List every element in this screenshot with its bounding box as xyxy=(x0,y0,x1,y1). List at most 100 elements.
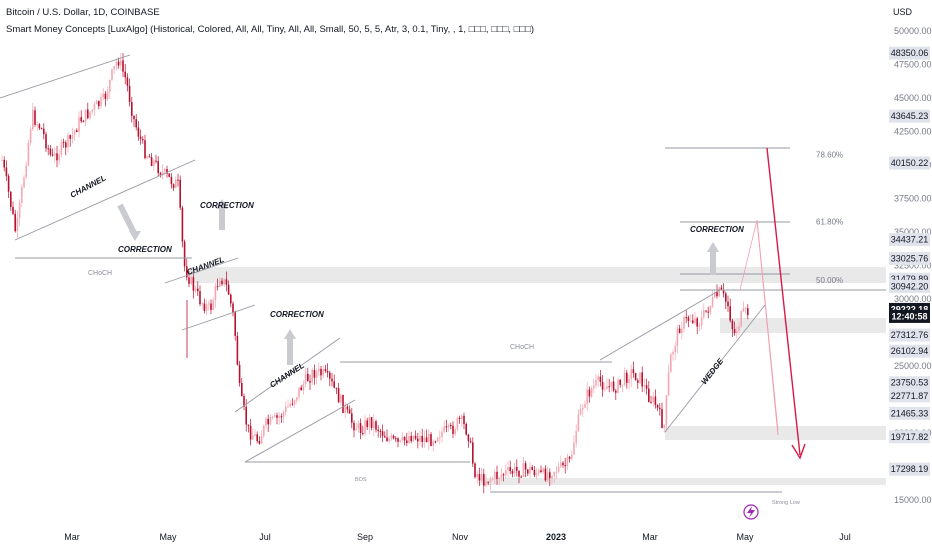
candle-195 xyxy=(430,434,432,446)
correction-arrow-head-2 xyxy=(284,329,296,339)
candle-242 xyxy=(533,469,536,476)
candle-153 xyxy=(337,388,340,403)
candle-178 xyxy=(392,435,395,439)
price-tag-8 xyxy=(889,309,930,323)
candle-83 xyxy=(183,241,186,267)
candle-119 xyxy=(263,425,265,436)
price-tick-9: 25000.00 xyxy=(894,361,932,371)
candle-57 xyxy=(126,77,129,86)
candle-19 xyxy=(43,128,45,135)
candle-279 xyxy=(615,390,617,393)
price-tag-label-5: 31479.89 xyxy=(891,274,929,284)
candle-308 xyxy=(678,328,681,334)
indicator-legend[interactable]: Smart Money Concepts [LuxAlgo] (Historic… xyxy=(6,24,535,35)
candle-18 xyxy=(40,128,43,130)
candle-68 xyxy=(150,157,153,166)
candle-139 xyxy=(307,373,309,382)
candle-171 xyxy=(377,429,379,432)
candle-47 xyxy=(104,93,107,99)
candle-305 xyxy=(672,352,674,355)
candle-331 xyxy=(729,306,731,321)
candle-329 xyxy=(725,293,727,302)
price-tag-2 xyxy=(889,156,930,170)
candle-255 xyxy=(562,462,564,466)
candle-240 xyxy=(529,467,531,474)
candle-55 xyxy=(122,60,124,72)
time-tick-5: 2023 xyxy=(546,532,566,542)
candle-124 xyxy=(274,415,276,417)
candle-198 xyxy=(436,438,439,442)
price-tag-label-11: 23750.53 xyxy=(891,378,929,388)
candle-86 xyxy=(190,277,192,284)
candle-250 xyxy=(551,475,553,479)
price-tick-0: 50000.00 xyxy=(894,26,932,36)
candle-197 xyxy=(434,441,437,443)
candle-29 xyxy=(65,142,67,148)
candle-94 xyxy=(208,303,210,305)
chart-title: Bitcoin / U.S. Dollar, 1D, COINBASE xyxy=(6,7,160,18)
candle-182 xyxy=(401,436,404,441)
candle-60 xyxy=(133,115,135,120)
candle-261 xyxy=(575,431,577,443)
candle-221 xyxy=(487,481,489,483)
candle-280 xyxy=(617,379,619,393)
candle-300 xyxy=(661,409,663,428)
candle-327 xyxy=(720,287,723,290)
candle-225 xyxy=(496,471,498,479)
candle-335 xyxy=(738,326,740,331)
candle-270 xyxy=(595,379,597,386)
candle-74 xyxy=(164,168,166,172)
candle-262 xyxy=(577,414,580,432)
candle-70 xyxy=(155,160,157,162)
candle-247 xyxy=(544,468,547,481)
candle-321 xyxy=(707,311,709,313)
candle-45 xyxy=(100,97,102,107)
price-tick-8: 30000.00 xyxy=(894,294,932,304)
candle-132 xyxy=(291,403,294,405)
candle-193 xyxy=(425,437,428,443)
candle-167 xyxy=(368,417,371,427)
candle-31 xyxy=(69,135,71,139)
fib-label-2: 50.00% xyxy=(816,276,843,285)
candle-92 xyxy=(203,303,206,311)
candle-187 xyxy=(412,435,415,442)
candle-282 xyxy=(621,384,624,386)
candle-23 xyxy=(51,154,54,156)
time-tick-2: Jul xyxy=(259,532,271,542)
candle-128 xyxy=(282,411,285,418)
candle-175 xyxy=(386,437,388,442)
candle-38 xyxy=(84,109,87,122)
candle-328 xyxy=(722,289,725,294)
candle-188 xyxy=(414,435,417,439)
candle-190 xyxy=(419,435,421,442)
price-tick-7: 32500.00 xyxy=(894,261,932,271)
candle-61 xyxy=(135,119,137,128)
candle-46 xyxy=(102,93,104,98)
price-tag-label-7: 29222.18 xyxy=(891,304,929,314)
candle-241 xyxy=(531,467,533,470)
candle-284 xyxy=(626,372,628,383)
candle-149 xyxy=(329,372,331,379)
price-tag-13 xyxy=(889,406,930,420)
candle-147 xyxy=(324,369,327,372)
candle-122 xyxy=(269,417,272,425)
candle-222 xyxy=(489,479,492,483)
price-tag-label-2: 40150.22 xyxy=(891,158,929,168)
candle-325 xyxy=(716,292,718,297)
price-tick-5: 37500.00 xyxy=(894,194,932,204)
candle-59 xyxy=(131,102,133,116)
candle-37 xyxy=(82,121,85,123)
candle-6 xyxy=(14,213,16,232)
candle-326 xyxy=(718,287,720,297)
candle-319 xyxy=(703,310,705,318)
candle-257 xyxy=(566,457,569,466)
candle-163 xyxy=(359,423,362,434)
candle-303 xyxy=(667,372,670,396)
time-tick-4: Nov xyxy=(452,532,469,542)
annotation-channel-0: CHANNEL xyxy=(69,173,108,199)
candle-183 xyxy=(403,436,406,441)
candle-110 xyxy=(243,395,245,407)
candle-88 xyxy=(194,288,197,291)
candle-51 xyxy=(113,66,115,70)
